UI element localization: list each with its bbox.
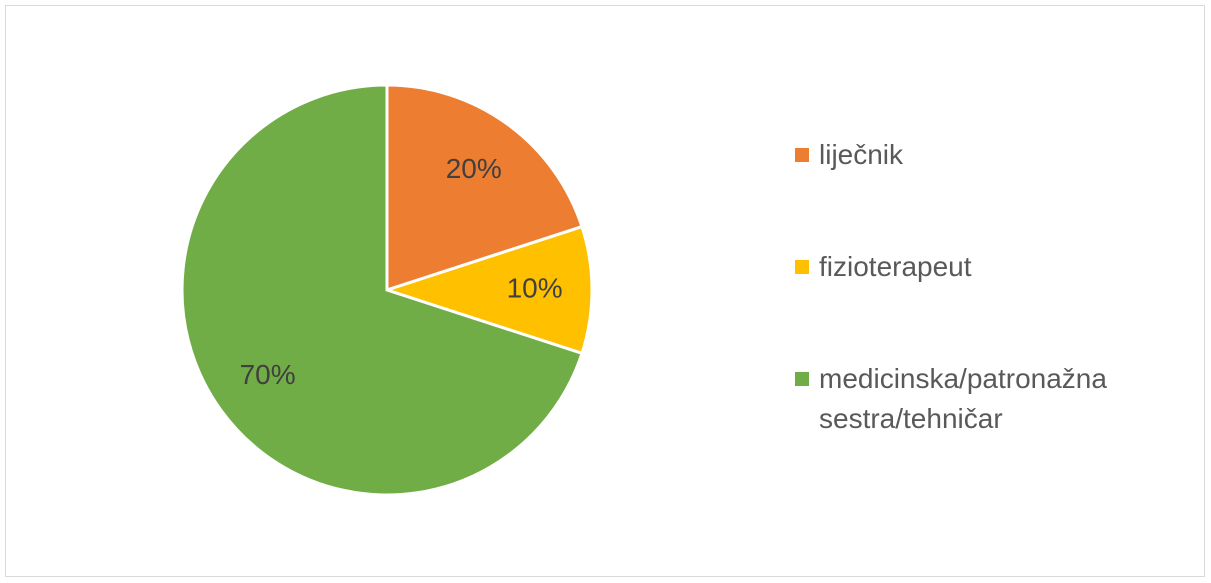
legend-item: liječnik: [795, 135, 1155, 175]
legend-swatch: [795, 260, 809, 274]
pie-slice: [382, 224, 594, 356]
legend-item: medicinska/patronažna sestra/tehničar: [795, 359, 1155, 439]
legend-label: medicinska/patronažna sestra/tehničar: [819, 363, 1107, 434]
legend-label: liječnik: [819, 139, 904, 170]
data-label: 20%: [446, 153, 502, 184]
legend-label: fizioterapeut: [819, 251, 972, 282]
pie-slice: [180, 83, 584, 497]
legend-item: fizioterapeut: [795, 247, 1155, 287]
data-label: 10%: [507, 272, 563, 303]
pie-slice: [385, 83, 584, 293]
chart-frame: [5, 5, 1205, 577]
legend: liječnik fizioterapeut medicinska/patronaž…: [795, 135, 1155, 511]
data-label: 70%: [240, 359, 296, 390]
legend-swatch: [795, 372, 809, 386]
legend-swatch: [795, 148, 809, 162]
